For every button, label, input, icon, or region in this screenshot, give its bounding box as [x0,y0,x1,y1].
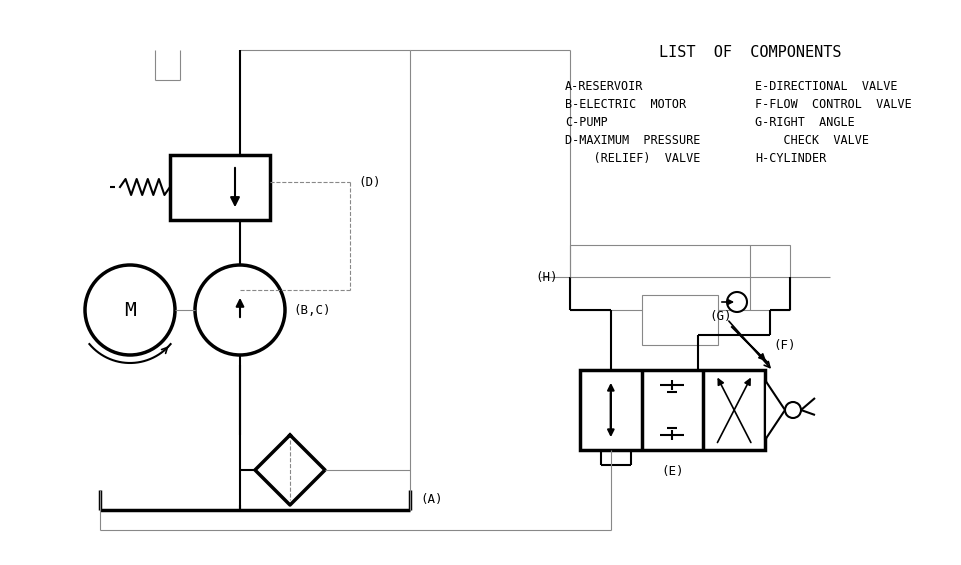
Text: G-RIGHT  ANGLE: G-RIGHT ANGLE [754,116,854,129]
Text: C-PUMP: C-PUMP [564,116,607,129]
Text: (G): (G) [708,310,730,323]
Text: CHECK  VALVE: CHECK VALVE [754,134,868,147]
Text: (A): (A) [420,493,442,506]
Text: (F): (F) [773,338,795,351]
Bar [579,370,764,450]
Text: (H): (H) [534,271,557,284]
Circle shape [784,402,801,418]
Text: F-FLOW  CONTROL  VALVE: F-FLOW CONTROL VALVE [754,98,911,111]
Text: (D): (D) [357,176,381,189]
Text: LIST  OF  COMPONENTS: LIST OF COMPONENTS [658,45,840,60]
Bar [641,295,718,345]
Text: B-ELECTRIC  MOTOR: B-ELECTRIC MOTOR [564,98,685,111]
Text: H-CYLINDER: H-CYLINDER [754,152,825,165]
Bar [170,155,270,220]
Bar [570,245,789,310]
Text: (B,C): (B,C) [293,303,331,316]
Text: E-DIRECTIONAL  VALVE: E-DIRECTIONAL VALVE [754,80,897,93]
Text: (RELIEF)  VALVE: (RELIEF) VALVE [564,152,700,165]
Text: M: M [124,301,136,319]
Polygon shape [764,380,784,440]
Circle shape [727,292,747,312]
Circle shape [85,265,175,355]
Text: (E): (E) [660,465,683,478]
Circle shape [195,265,284,355]
Text: D-MAXIMUM  PRESSURE: D-MAXIMUM PRESSURE [564,134,700,147]
Text: A-RESERVOIR: A-RESERVOIR [564,80,643,93]
